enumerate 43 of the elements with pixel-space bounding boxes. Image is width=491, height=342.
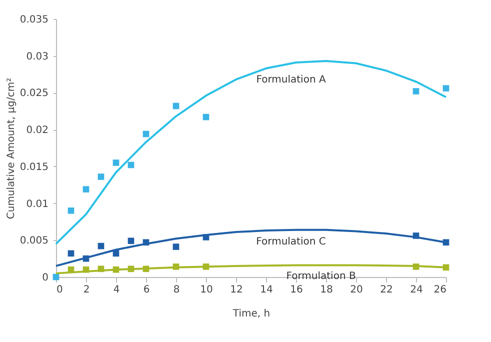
x-tick-label: 4 bbox=[113, 284, 120, 296]
x-tick-label: 18 bbox=[320, 284, 333, 296]
x-tick-label: 16 bbox=[290, 284, 303, 296]
point bbox=[142, 130, 150, 138]
y-tick-label: 0.03 bbox=[26, 51, 48, 62]
point bbox=[128, 238, 134, 244]
x-axis-title: Time, h bbox=[232, 308, 270, 320]
point bbox=[172, 244, 180, 250]
x-tick-label: 6 bbox=[143, 284, 150, 296]
x-tick-label: 12 bbox=[230, 284, 243, 296]
point bbox=[82, 186, 90, 192]
y-tick-label: 0 bbox=[42, 272, 48, 284]
point bbox=[98, 242, 104, 250]
point bbox=[112, 160, 120, 166]
series-label: Formulation C bbox=[256, 236, 326, 248]
x-tick-label: 0 bbox=[56, 284, 63, 296]
point bbox=[68, 207, 74, 214]
y-tick-label: 0.01 bbox=[26, 198, 48, 210]
x-tick-label: 10 bbox=[200, 284, 213, 296]
y-tick-label: 0.015 bbox=[20, 162, 48, 173]
point bbox=[202, 114, 210, 120]
x-tick-label: 8 bbox=[173, 284, 180, 296]
y-tick-label: 0.02 bbox=[26, 125, 48, 136]
series-label: Formulation A bbox=[256, 74, 326, 86]
series-label: Formulation B bbox=[286, 271, 356, 282]
y-axis-title: Cumulative Amount, µg/cm² bbox=[6, 78, 17, 220]
y-tick-label: 0.035 bbox=[20, 14, 48, 26]
x-tick-label: 22 bbox=[380, 284, 393, 296]
point bbox=[442, 85, 450, 92]
line-series bbox=[55, 60, 447, 245]
point bbox=[128, 162, 134, 168]
point bbox=[412, 88, 420, 94]
point bbox=[52, 274, 60, 280]
point bbox=[98, 174, 104, 180]
x-tick-label: 20 bbox=[350, 284, 363, 296]
x-tick-label: 26 bbox=[434, 284, 446, 296]
x-tick-label: 2 bbox=[83, 284, 90, 296]
y-tick-label: 0.025 bbox=[20, 88, 48, 100]
x-tick-label: 14 bbox=[260, 284, 273, 296]
point bbox=[68, 250, 74, 257]
point bbox=[172, 102, 180, 110]
x-tick-label: 24 bbox=[410, 284, 423, 296]
y-tick-label: 0.005 bbox=[20, 236, 48, 247]
